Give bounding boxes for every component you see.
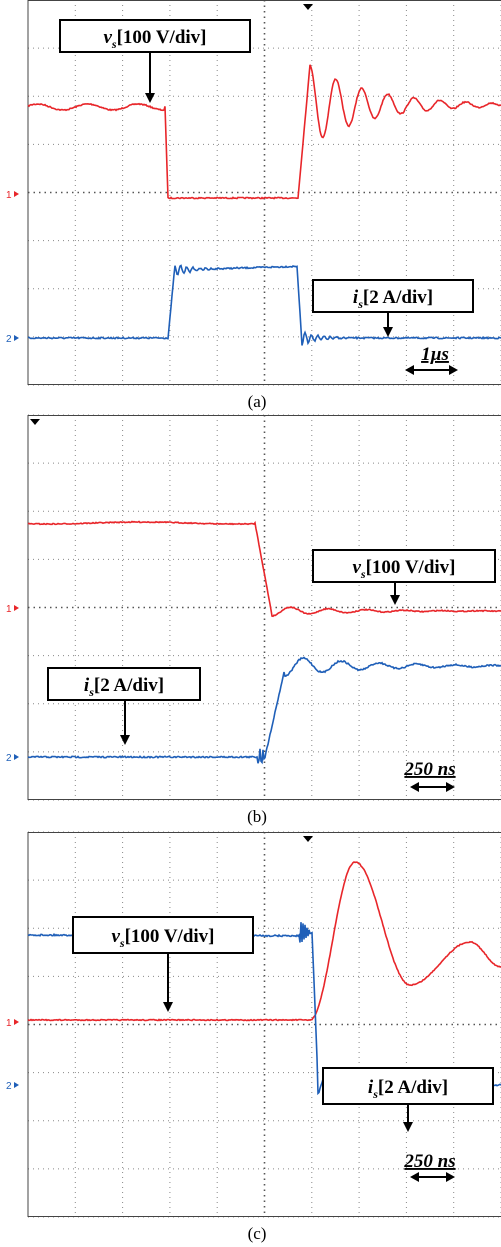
voltage-label: vs[100 V/div] [111, 926, 214, 950]
channel-arrow [14, 754, 19, 760]
label-arrowhead [403, 1122, 413, 1132]
panel-caption: (c) [248, 1224, 267, 1243]
figure: 1 2 vs[100 V/div] is[2 A/div] 1µs (a) 1 2 vs[100… [0, 0, 501, 1247]
trigger-marker [303, 4, 313, 10]
channel-marker: 2 [6, 334, 12, 345]
scope-panel: 1 2 vs[100 V/div] is[2 A/div] 250 ns (b) [6, 415, 501, 826]
current-label: is[2 A/div] [368, 1077, 448, 1101]
voltage-trace [28, 65, 501, 199]
trigger-marker [30, 419, 40, 425]
current-label: is[2 A/div] [84, 675, 164, 699]
current-label-scale: [2 A/div] [94, 675, 164, 696]
label-arrowhead [120, 735, 130, 745]
voltage-label-scale: [100 V/div] [125, 926, 215, 947]
channel-arrow [14, 1082, 19, 1088]
time-scale: 1µs [421, 344, 449, 365]
time-scale: 250 ns [403, 1151, 455, 1172]
channel-marker: 2 [6, 753, 12, 764]
voltage-label-scale: [100 V/div] [366, 557, 456, 578]
channel-arrow [14, 605, 19, 611]
channel-marker: 1 [6, 604, 12, 615]
scope-panel: 1 2 vs[100 V/div] is[2 A/div] 1µs (a) [6, 0, 501, 411]
channel-marker: 1 [6, 190, 12, 201]
channel-arrow [14, 1019, 19, 1025]
channel-marker: 1 [6, 1018, 12, 1029]
voltage-label: vs[100 V/div] [103, 27, 206, 51]
trigger-marker [303, 836, 313, 842]
current-label: is[2 A/div] [353, 287, 433, 311]
label-arrowhead [163, 1002, 173, 1012]
label-arrowhead [383, 327, 393, 337]
voltage-label-scale: [100 V/div] [117, 27, 207, 48]
current-label-scale: [2 A/div] [378, 1077, 448, 1098]
panel-caption: (b) [247, 807, 267, 826]
label-arrowhead [390, 595, 400, 605]
time-scale: 250 ns [403, 759, 455, 780]
label-arrowhead [145, 93, 155, 103]
panel-caption: (a) [248, 392, 267, 411]
channel-arrow [14, 191, 19, 197]
voltage-label: vs[100 V/div] [352, 557, 455, 581]
channel-marker: 2 [6, 1081, 12, 1092]
scope-panel: 1 2 vs[100 V/div] is[2 A/div] 250 ns (c) [6, 832, 501, 1243]
current-label-scale: [2 A/div] [363, 287, 433, 308]
channel-arrow [14, 335, 19, 341]
